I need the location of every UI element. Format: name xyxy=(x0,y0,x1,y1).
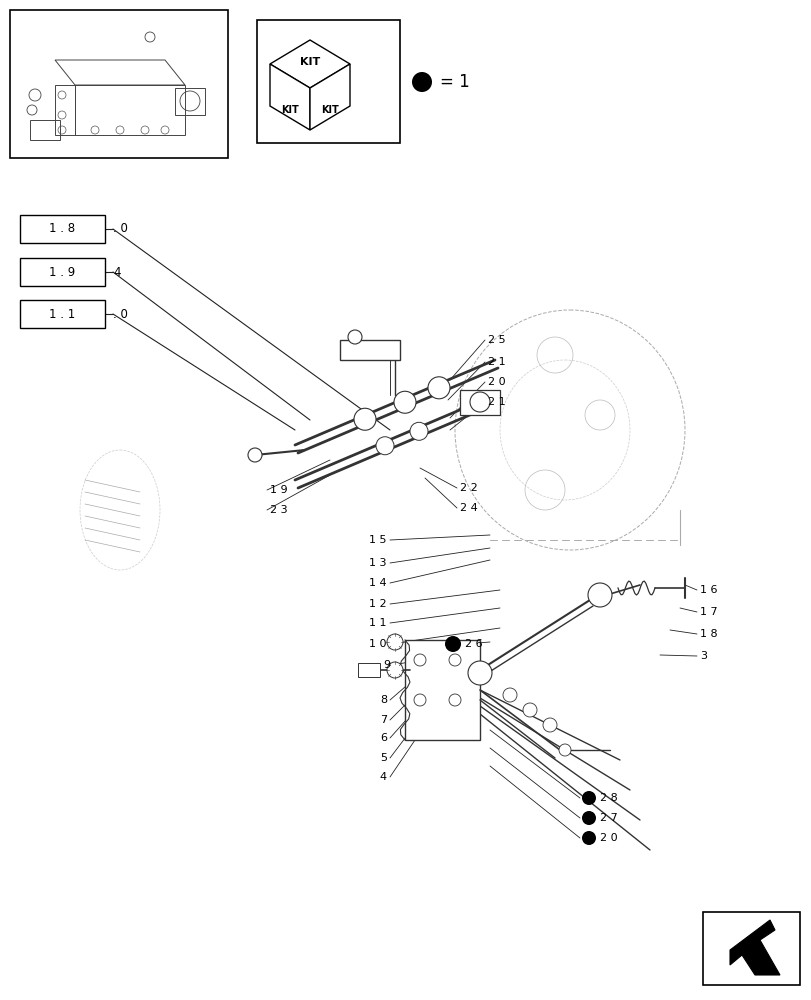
Text: 1 8: 1 8 xyxy=(699,629,717,639)
Circle shape xyxy=(393,391,415,413)
Circle shape xyxy=(387,634,402,650)
Text: KIT: KIT xyxy=(299,57,320,67)
Text: 1 . 9: 1 . 9 xyxy=(49,265,75,278)
Circle shape xyxy=(470,392,489,412)
Circle shape xyxy=(387,662,402,678)
Text: 2 7: 2 7 xyxy=(599,813,617,823)
Circle shape xyxy=(558,744,570,756)
Text: 1 6: 1 6 xyxy=(699,585,717,595)
Text: 1 . 1: 1 . 1 xyxy=(49,308,75,320)
Polygon shape xyxy=(310,64,350,130)
Text: 6: 6 xyxy=(380,733,387,743)
Text: 1 7: 1 7 xyxy=(699,607,717,617)
Text: . 0: . 0 xyxy=(113,308,127,320)
Text: 1 3: 1 3 xyxy=(369,558,387,568)
Polygon shape xyxy=(270,64,310,130)
Bar xyxy=(20,258,105,286)
Text: 1 4: 1 4 xyxy=(369,578,387,588)
Polygon shape xyxy=(270,40,350,88)
Bar xyxy=(702,912,799,985)
Text: 1 0: 1 0 xyxy=(369,639,387,649)
Circle shape xyxy=(444,636,461,652)
Text: 1 9: 1 9 xyxy=(270,485,287,495)
Circle shape xyxy=(354,408,375,430)
Text: 1 5: 1 5 xyxy=(369,535,387,545)
Text: 2 0: 2 0 xyxy=(487,377,505,387)
Circle shape xyxy=(581,791,595,805)
Text: 4: 4 xyxy=(380,772,387,782)
Bar xyxy=(10,10,228,158)
Bar xyxy=(30,120,60,140)
Text: 2 1: 2 1 xyxy=(487,357,505,367)
Circle shape xyxy=(375,437,393,455)
Bar xyxy=(20,300,105,328)
Bar xyxy=(20,215,105,243)
Circle shape xyxy=(467,661,491,685)
Bar xyxy=(460,390,500,415)
Text: 4: 4 xyxy=(113,265,120,278)
Text: 2 4: 2 4 xyxy=(460,503,477,513)
Text: KIT: KIT xyxy=(281,105,298,115)
Circle shape xyxy=(410,422,427,440)
Text: 1 . 8: 1 . 8 xyxy=(49,223,75,235)
Text: 3: 3 xyxy=(699,651,706,661)
Text: 2 6: 2 6 xyxy=(465,639,482,649)
Circle shape xyxy=(587,583,611,607)
Bar xyxy=(358,663,380,677)
Text: 2 2: 2 2 xyxy=(460,483,477,493)
Circle shape xyxy=(581,811,595,825)
Circle shape xyxy=(502,688,517,702)
Text: 1 2: 1 2 xyxy=(369,599,387,609)
Circle shape xyxy=(247,448,262,462)
Bar xyxy=(405,640,479,740)
Text: . 0: . 0 xyxy=(113,223,127,235)
Bar xyxy=(257,20,400,143)
Text: 2 5: 2 5 xyxy=(487,335,505,345)
Circle shape xyxy=(427,377,449,399)
Circle shape xyxy=(581,831,595,845)
Text: = 1: = 1 xyxy=(440,73,470,91)
Text: 2 8: 2 8 xyxy=(599,793,617,803)
Bar xyxy=(340,340,400,360)
Text: 2 0: 2 0 xyxy=(599,833,617,843)
Polygon shape xyxy=(729,920,779,975)
Bar xyxy=(175,88,204,115)
Circle shape xyxy=(411,72,431,92)
Circle shape xyxy=(522,703,536,717)
Text: 7: 7 xyxy=(380,715,387,725)
Text: 2 1: 2 1 xyxy=(487,397,505,407)
Text: 9: 9 xyxy=(383,660,389,670)
Circle shape xyxy=(348,330,362,344)
Text: 2 3: 2 3 xyxy=(270,505,287,515)
Text: KIT: KIT xyxy=(320,105,338,115)
Text: 8: 8 xyxy=(380,695,387,705)
Text: 1 1: 1 1 xyxy=(369,618,387,628)
Circle shape xyxy=(543,718,556,732)
Text: 5: 5 xyxy=(380,753,387,763)
